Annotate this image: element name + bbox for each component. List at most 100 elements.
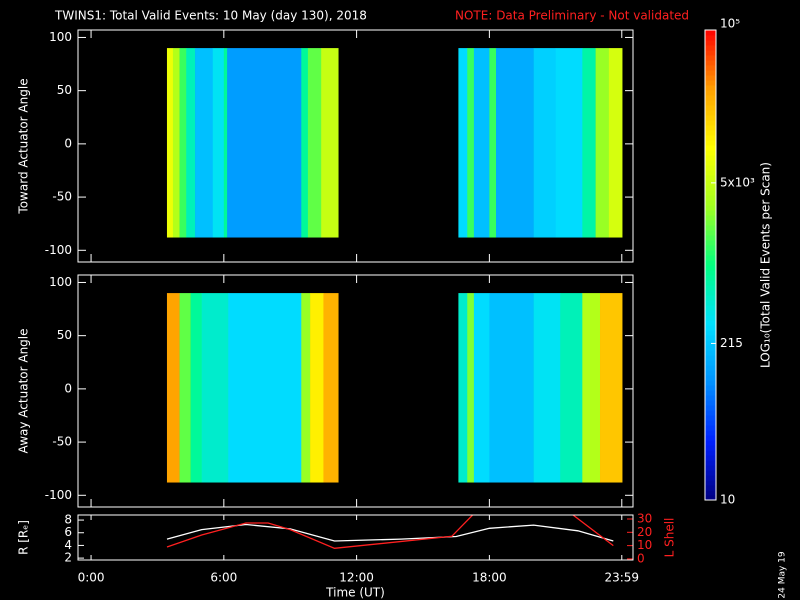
colorbar-segment xyxy=(705,390,716,396)
heatmap-cell xyxy=(186,48,196,238)
colorbar-segment xyxy=(705,215,716,221)
colorbar-segment xyxy=(705,90,716,96)
colorbar-segment xyxy=(705,430,716,436)
colorbar-segment xyxy=(705,410,716,416)
panel-frame xyxy=(77,514,634,561)
colorbar-segment xyxy=(705,440,716,446)
colorbar-segment xyxy=(705,165,716,171)
colorbar-segment xyxy=(705,300,716,306)
colorbar-segment xyxy=(705,415,716,421)
colorbar-segment xyxy=(705,495,716,501)
colorbar-segment xyxy=(705,50,716,56)
colorbar-segment xyxy=(705,435,716,441)
y-tick-label: 50 xyxy=(57,83,72,97)
heatmap-cell xyxy=(212,48,225,238)
heatmap-cell xyxy=(321,48,339,238)
colorbar-segment xyxy=(705,475,716,481)
x-tick-label: 0:00 xyxy=(78,571,105,585)
y2-tick-label: 10 xyxy=(637,538,652,552)
colorbar-segment xyxy=(705,70,716,76)
y-tick-label: 0 xyxy=(64,136,72,150)
line-plot xyxy=(166,515,614,549)
colorbar-segment xyxy=(705,205,716,211)
colorbar-segment xyxy=(705,230,716,236)
colorbar-segment xyxy=(705,285,716,291)
y2-axis-label: L Shell xyxy=(663,518,677,558)
colorbar-segment xyxy=(705,160,716,166)
y2-tick-label: 0 xyxy=(637,551,645,565)
colorbar-segment xyxy=(705,480,716,486)
colorbar-segment xyxy=(705,425,716,431)
heatmap-cell xyxy=(533,48,557,238)
heatmap-cell xyxy=(301,48,309,238)
colorbar-segment xyxy=(705,315,716,321)
heatmap-cell xyxy=(179,293,191,483)
heatmap-cell xyxy=(228,293,302,483)
heatmap-cell xyxy=(195,48,214,238)
heatmap-cell xyxy=(166,293,180,483)
heatmap-cell xyxy=(467,48,475,238)
colorbar-segment xyxy=(705,400,716,406)
colorbar-segment xyxy=(705,295,716,301)
heatmap-cell xyxy=(555,48,583,238)
heatmap-cell xyxy=(458,293,468,483)
y2-tick-label: 20 xyxy=(637,525,652,539)
colorbar-segment xyxy=(705,305,716,311)
y-tick-label: -50 xyxy=(52,435,72,449)
colorbar-segment xyxy=(705,225,716,231)
colorbar-segment xyxy=(705,450,716,456)
colorbar-segment xyxy=(705,180,716,186)
heatmap-cell xyxy=(172,48,180,238)
colorbar-segment xyxy=(705,65,716,71)
y-tick-label: 100 xyxy=(49,30,72,44)
heatmap-cell xyxy=(533,293,561,483)
heatmap-cell xyxy=(489,48,497,238)
colorbar-tick-label: 10 xyxy=(720,493,735,507)
chart-title: TWINS1: Total Valid Events: 10 May (day … xyxy=(54,9,367,23)
heatmap-cell xyxy=(560,293,583,483)
colorbar-segment xyxy=(705,120,716,126)
colorbar-segment xyxy=(705,170,716,176)
colorbar-segment xyxy=(705,420,716,426)
colorbar-segment xyxy=(705,255,716,261)
date-stamp: 24 May 19 xyxy=(778,551,788,599)
colorbar-segment xyxy=(705,155,716,161)
colorbar-segment xyxy=(705,105,716,111)
colorbar-segment xyxy=(705,235,716,241)
y-tick-label: -50 xyxy=(52,190,72,204)
colorbar-segment xyxy=(705,485,716,491)
colorbar-tick-label: 215 xyxy=(720,336,743,350)
colorbar-frame xyxy=(704,29,717,501)
colorbar-segment xyxy=(705,345,716,351)
colorbar-segment xyxy=(705,125,716,131)
colorbar-segment xyxy=(705,350,716,356)
panel-frame xyxy=(77,29,634,263)
colorbar-segment xyxy=(705,150,716,156)
colorbar-segment xyxy=(705,250,716,256)
colorbar-segment xyxy=(705,175,716,181)
y-tick-label: -100 xyxy=(45,243,72,257)
colorbar-segment xyxy=(705,325,716,331)
panel-frame xyxy=(77,274,634,508)
heatmap-cell xyxy=(458,48,468,238)
colorbar-segment xyxy=(705,220,716,226)
colorbar-segment xyxy=(705,335,716,341)
y-tick-label: 8 xyxy=(64,513,72,527)
colorbar-segment xyxy=(705,190,716,196)
colorbar-segment xyxy=(705,270,716,276)
colorbar-segment xyxy=(705,490,716,496)
colorbar-tick-label: 10⁵ xyxy=(720,17,740,31)
colorbar-segment xyxy=(705,35,716,41)
colorbar-segment xyxy=(705,55,716,61)
x-axis-label: Time (UT) xyxy=(325,586,385,600)
heatmap-cell xyxy=(467,293,475,483)
colorbar-segment xyxy=(705,280,716,286)
heatmap-cell xyxy=(582,48,596,238)
colorbar-segment xyxy=(705,460,716,466)
y-tick-label: -100 xyxy=(45,488,72,502)
colorbar-segment xyxy=(705,365,716,371)
colorbar-segment xyxy=(705,395,716,401)
colorbar-segment xyxy=(705,80,716,86)
colorbar-segment xyxy=(705,380,716,386)
